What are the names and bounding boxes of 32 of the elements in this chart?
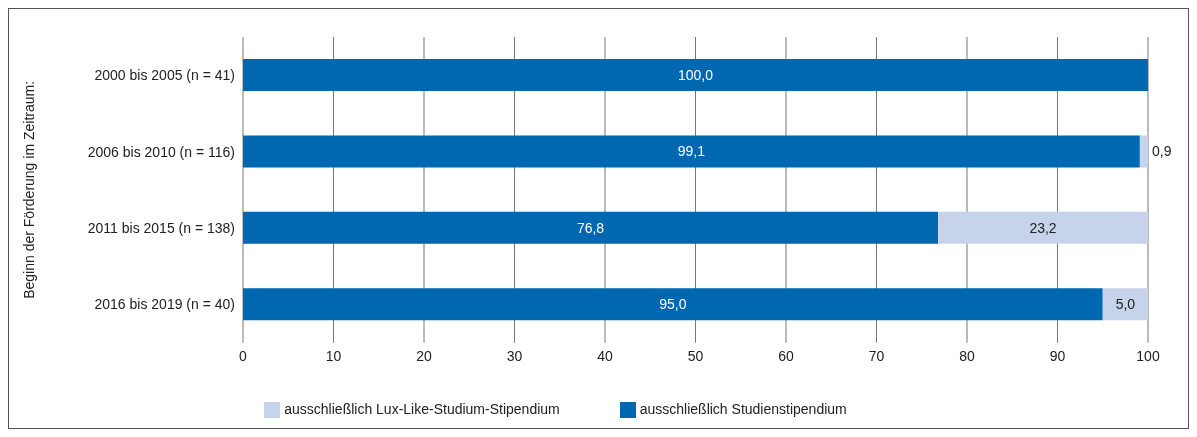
legend-label: ausschließlich Lux-Like-Studium-Stipendium bbox=[284, 400, 560, 417]
bar bbox=[938, 211, 1148, 244]
x-tick-label: 50 bbox=[687, 347, 704, 364]
x-tick-label: 10 bbox=[325, 347, 342, 364]
data-label: 99,1 bbox=[677, 143, 706, 160]
x-tick-label: 80 bbox=[959, 347, 975, 364]
data-label: 100,0 bbox=[677, 66, 714, 83]
bar bbox=[243, 135, 1140, 168]
data-label: 23,2 bbox=[1029, 219, 1057, 236]
data-label: 95,0 bbox=[659, 296, 687, 313]
x-tick-label: 60 bbox=[778, 347, 794, 364]
x-tick-label: 70 bbox=[868, 347, 885, 364]
y-tick-label: 2000 bis 2005 (n = 41) bbox=[94, 67, 235, 84]
x-tick-label: 90 bbox=[1049, 347, 1066, 364]
y-tick-label: 2011 bis 2015 (n = 138) bbox=[87, 220, 235, 237]
bar bbox=[243, 211, 939, 244]
x-tick-label: 100 bbox=[1136, 347, 1160, 364]
y-tick-label: 2016 bis 2019 (n = 40) bbox=[94, 296, 235, 313]
bar bbox=[1102, 288, 1148, 321]
x-tick-label: 30 bbox=[506, 347, 523, 364]
x-tick-label: 20 bbox=[416, 347, 432, 364]
y-tick-label: 2006 bis 2010 (n = 116) bbox=[87, 143, 235, 160]
bar bbox=[1139, 135, 1148, 168]
x-tick-label: 0 bbox=[239, 347, 248, 364]
data-label: 5,0 bbox=[1115, 296, 1136, 313]
data-label: 76,8 bbox=[576, 219, 605, 236]
bar bbox=[243, 288, 1103, 321]
bar bbox=[243, 59, 1148, 91]
data-label: 0,9 bbox=[1152, 143, 1172, 160]
legend-label: ausschließlich Studienstipendium bbox=[639, 400, 847, 417]
y-axis-title: Beginn der Förderung im Zeitraum: bbox=[20, 80, 37, 299]
x-tick-label: 40 bbox=[597, 347, 613, 364]
